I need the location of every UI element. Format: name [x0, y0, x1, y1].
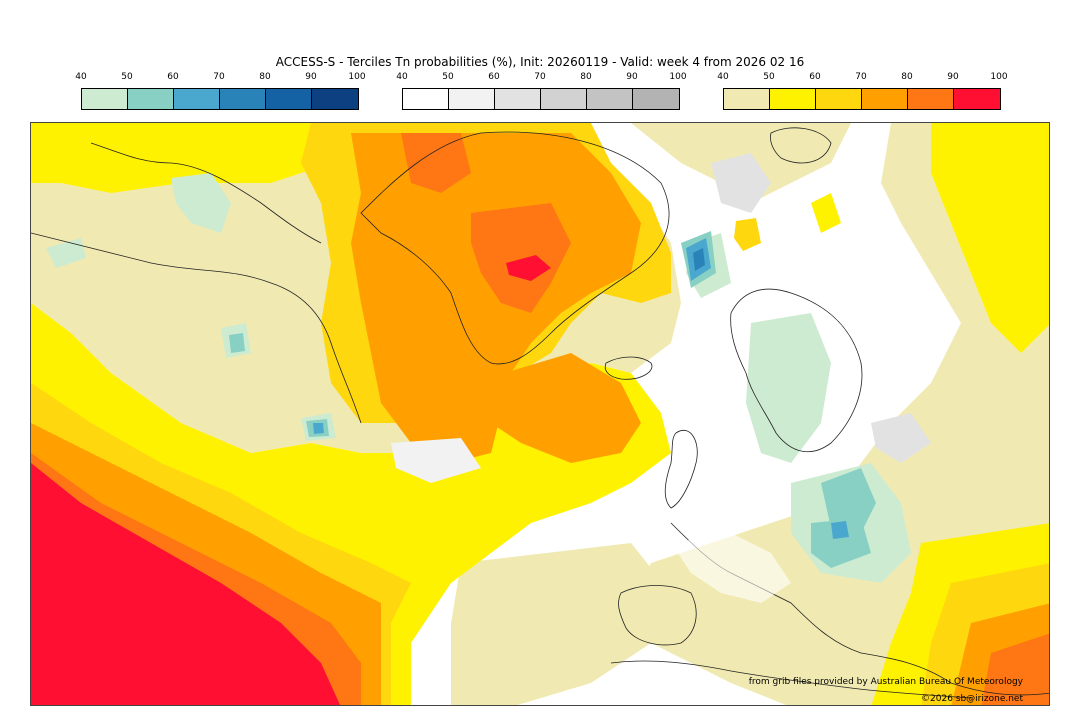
region-below-40	[746, 313, 831, 463]
swatch	[633, 89, 679, 109]
region-below-40	[171, 173, 231, 233]
region-below-50	[811, 518, 871, 568]
swatch	[312, 89, 358, 109]
swatch	[541, 89, 587, 109]
probability-map: from grib files provided by Australian B…	[30, 122, 1050, 706]
tick-label: 90	[626, 72, 638, 82]
colorbar-below-normal: 40 50 60 70 80 90 100	[75, 72, 366, 112]
swatch	[908, 89, 954, 109]
region-near-normal	[391, 438, 481, 483]
region-above-50	[811, 193, 841, 233]
region-below-40	[46, 238, 86, 268]
tick-label: 80	[901, 72, 913, 82]
swatch	[954, 89, 1000, 109]
colorbar-swatches	[723, 88, 1001, 110]
tick-label: 40	[75, 72, 87, 82]
colorbar-near-normal: 40 50 60 70 80 90 100	[396, 72, 687, 112]
map-title: ACCESS-S - Terciles Tn probabilities (%)…	[275, 55, 805, 69]
tick-label: 60	[167, 72, 179, 82]
swatch	[495, 89, 541, 109]
region-below-60	[313, 423, 324, 434]
tick-label: 80	[580, 72, 592, 82]
region-above-40	[91, 303, 331, 433]
region-above-40	[451, 543, 671, 705]
tick-label: 100	[669, 72, 687, 82]
region-above-50	[931, 123, 1049, 353]
swatch	[724, 89, 770, 109]
swatch	[266, 89, 312, 109]
coastline-iberia	[618, 585, 697, 646]
region-above-80	[981, 633, 1049, 705]
swatch	[403, 89, 449, 109]
tick-label: 60	[809, 72, 821, 82]
tick-label: 100	[348, 72, 366, 82]
tick-label: 60	[488, 72, 500, 82]
tick-label: 50	[121, 72, 133, 82]
tick-label: 100	[990, 72, 1008, 82]
swatch	[449, 89, 495, 109]
region-above-60	[734, 218, 761, 251]
coastline-africa	[610, 660, 972, 699]
coastline-greenland	[360, 131, 670, 365]
copyright-credit: ©2026 sb@irizone.net	[921, 694, 1023, 704]
region-above-90	[31, 463, 341, 705]
region-above-70	[471, 353, 641, 463]
source-credit: from grib files provided by Australian B…	[748, 677, 1023, 687]
swatch	[862, 89, 908, 109]
colorbar-swatches	[81, 88, 359, 110]
tick-label: 80	[259, 72, 271, 82]
region-above-70	[351, 133, 641, 463]
swatch	[174, 89, 220, 109]
tick-label: 40	[396, 72, 408, 82]
coastline-scandinavia	[730, 288, 863, 452]
tick-label: 90	[947, 72, 959, 82]
swatch	[587, 89, 633, 109]
tick-label: 50	[442, 72, 454, 82]
region-below-70	[693, 248, 705, 271]
coastline-british-isles	[664, 430, 698, 509]
swatch	[82, 89, 128, 109]
region-below-60	[831, 521, 849, 539]
colorbar-above-normal: 40 50 60 70 80 90 100	[717, 72, 1008, 112]
coastline-svalbard	[770, 127, 832, 164]
swatch	[128, 89, 174, 109]
colorbar-swatches	[402, 88, 680, 110]
coastline-canadian-arctic	[90, 142, 322, 244]
colorbar-ticks: 40 50 60 70 80 90 100	[75, 72, 365, 84]
tick-label: 70	[855, 72, 867, 82]
swatch	[816, 89, 862, 109]
colorbar-ticks: 40 50 60 70 80 90 100	[396, 72, 686, 84]
tick-label: 50	[763, 72, 775, 82]
region-near-normal	[671, 533, 791, 603]
region-below-50	[229, 333, 245, 353]
swatch	[220, 89, 266, 109]
coastline-iceland	[604, 356, 653, 380]
region-below-50	[821, 468, 876, 533]
region-near-normal	[711, 153, 771, 213]
region-above-80	[471, 203, 571, 313]
region-above-50	[31, 123, 361, 193]
coastline-north-america	[31, 232, 362, 424]
region-near-normal	[871, 413, 931, 463]
tick-label: 70	[534, 72, 546, 82]
swatch	[770, 89, 816, 109]
region-above-80	[401, 133, 471, 193]
colorbar-ticks: 40 50 60 70 80 90 100	[717, 72, 1007, 84]
tick-label: 70	[213, 72, 225, 82]
map-field	[31, 123, 1049, 705]
tick-label: 40	[717, 72, 729, 82]
tick-label: 90	[305, 72, 317, 82]
region-above-90	[506, 255, 551, 281]
